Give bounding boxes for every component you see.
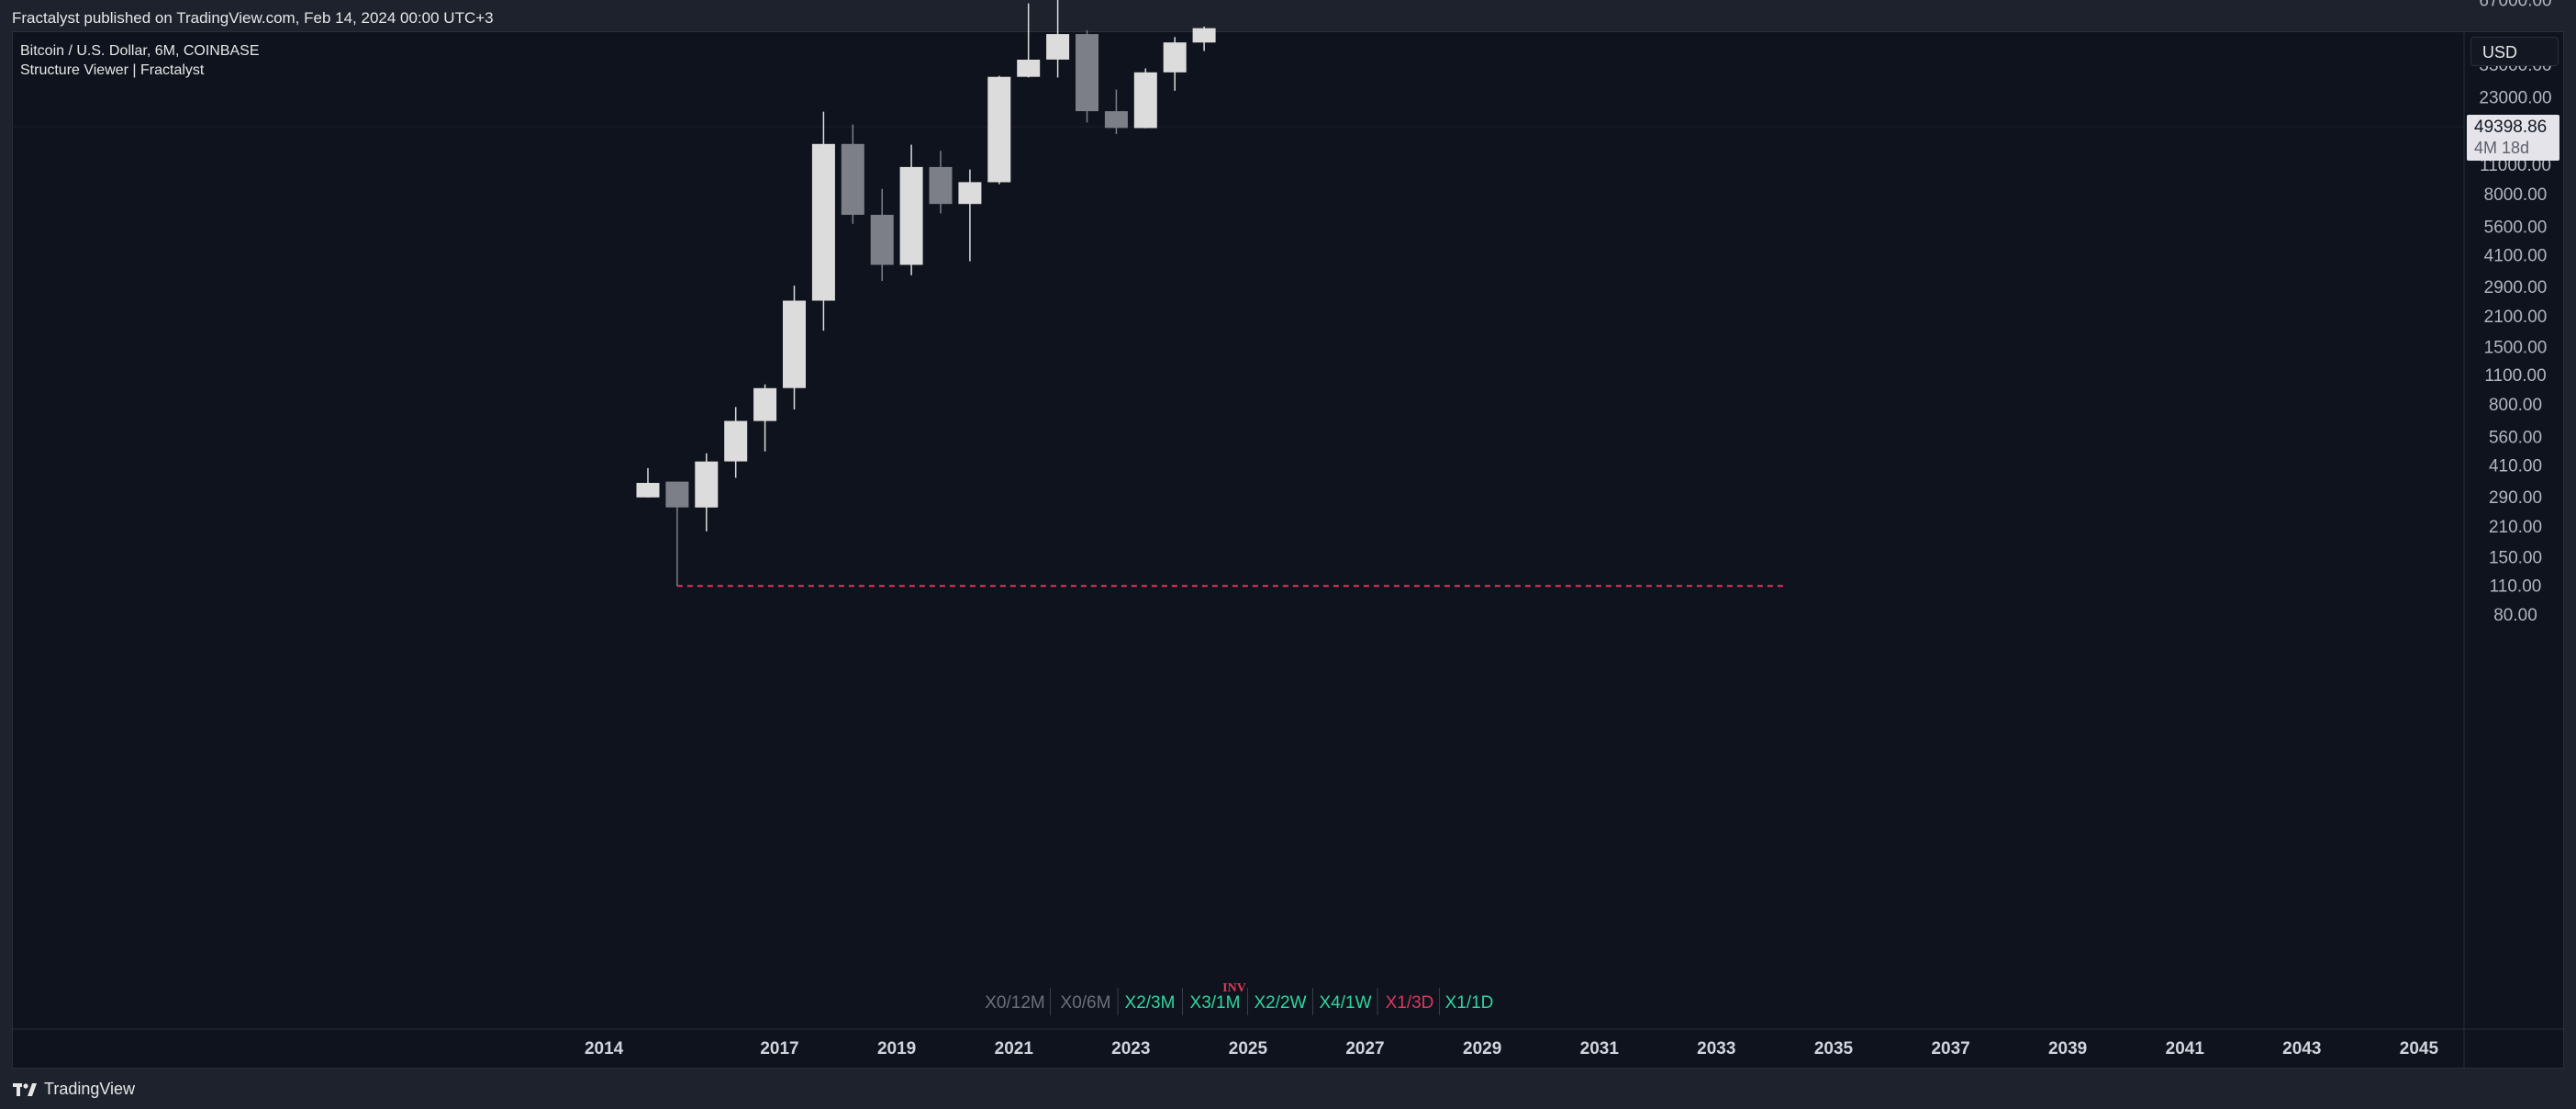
candle-body: [1046, 34, 1070, 60]
publisher-text: Fractalyst published on TradingView.com,…: [12, 9, 494, 27]
y-tick-label: 410.00: [2489, 456, 2542, 476]
y-tick-label: 800.00: [2489, 396, 2542, 415]
candle-body: [724, 420, 748, 462]
chart-pane[interactable]: [12, 31, 2564, 1069]
candle-body: [1133, 72, 1157, 129]
y-tick-label: 67000.00: [2479, 0, 2551, 10]
last-price-value: 49398.86: [2474, 118, 2548, 137]
tradingview-logo[interactable]: TradingView: [13, 1080, 135, 1099]
y-tick-label: 8000.00: [2484, 185, 2548, 205]
tradingview-logo-icon: [13, 1082, 37, 1096]
x-tick-label: 2014: [585, 1039, 624, 1059]
structure-label: X1/3D: [1386, 993, 1434, 1013]
y-tick-label: 1100.00: [2484, 366, 2546, 386]
chart-legend: Bitcoin / U.S. Dollar, 6M, COINBASE Stru…: [20, 41, 260, 80]
candle-body: [1192, 28, 1216, 43]
candle-body: [1076, 34, 1098, 112]
candle-body: [1163, 42, 1187, 73]
y-tick-label: 4100.00: [2484, 246, 2548, 265]
x-tick-label: 2033: [1697, 1039, 1735, 1059]
structure-label: X4/1W: [1319, 993, 1371, 1013]
x-tick-label: 2039: [2048, 1039, 2087, 1059]
x-tick-label: 2035: [1814, 1039, 1854, 1059]
y-tick-label: 210.00: [2489, 518, 2542, 537]
structure-label: X0/12M: [985, 993, 1044, 1013]
y-tick-label: 150.00: [2489, 549, 2542, 568]
candle-body: [870, 215, 894, 265]
x-tick-label: 2031: [1580, 1039, 1620, 1059]
symbol-title: Bitcoin / U.S. Dollar, 6M, COINBASE: [20, 43, 260, 59]
candle-body: [695, 461, 719, 508]
structure-label: X1/1D: [1445, 993, 1494, 1013]
candle-body: [958, 182, 982, 205]
x-tick-label: 2023: [1111, 1039, 1150, 1059]
y-tick-label: 110.00: [2490, 577, 2542, 596]
candle-body: [929, 166, 953, 205]
x-tick-label: 2043: [2282, 1039, 2321, 1059]
candle-body: [753, 387, 777, 421]
x-tick-label: 2021: [995, 1039, 1034, 1059]
x-tick-label: 2045: [2400, 1039, 2439, 1059]
candle-body: [811, 143, 835, 301]
x-tick-label: 2029: [1463, 1039, 1501, 1059]
currency-button[interactable]: USD: [2470, 37, 2559, 66]
x-tick-label: 2019: [877, 1039, 916, 1059]
structure-label: X2/3M: [1125, 993, 1176, 1013]
candle-body: [1017, 60, 1041, 77]
candle-body: [841, 143, 864, 215]
candle-body: [665, 481, 689, 508]
candle-body: [987, 76, 1011, 183]
structure-label: X3/1M: [1190, 993, 1241, 1013]
y-tick-label: 2900.00: [2484, 278, 2548, 297]
y-tick-label: 290.00: [2489, 488, 2542, 508]
last-price-label: 49398.86 4M 18d: [2467, 115, 2559, 161]
inv-annotation: INV: [1222, 981, 1246, 995]
footer-bar: TradingView: [0, 1069, 2576, 1109]
x-tick-label: 2041: [2166, 1039, 2205, 1059]
y-tick-label: 5600.00: [2484, 218, 2548, 237]
y-tick-label: 560.00: [2489, 428, 2542, 447]
y-tick-label: 1500.00: [2484, 338, 2548, 357]
x-tick-label: 2037: [1931, 1039, 1969, 1059]
structure-label: X2/2W: [1254, 993, 1306, 1013]
bar-countdown: 4M 18d: [2474, 139, 2530, 157]
x-tick-label: 2017: [760, 1039, 798, 1059]
top-bar: Fractalyst published on TradingView.com,…: [0, 0, 2576, 33]
x-tick-label: 2027: [1345, 1039, 1384, 1059]
y-tick-label: 23000.00: [2479, 89, 2551, 108]
candle-body: [899, 166, 923, 265]
y-tick-label: 2100.00: [2484, 308, 2548, 327]
candle-body: [1104, 111, 1128, 129]
candle-body: [636, 483, 660, 498]
y-tick-label: 11000.00: [2480, 156, 2551, 175]
indicator-title: Structure Viewer | Fractalyst: [20, 62, 205, 78]
y-tick-label: 80.00: [2493, 606, 2537, 625]
candle-body: [783, 300, 806, 388]
tradingview-brand: TradingView: [44, 1080, 136, 1098]
x-tick-label: 2025: [1229, 1039, 1268, 1059]
structure-label: X0/6M: [1061, 993, 1111, 1013]
